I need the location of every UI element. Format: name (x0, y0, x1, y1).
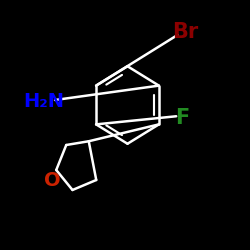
Text: O: O (44, 170, 61, 190)
Text: H₂N: H₂N (23, 92, 64, 111)
Text: F: F (176, 108, 190, 128)
Text: Br: Br (172, 22, 198, 42)
